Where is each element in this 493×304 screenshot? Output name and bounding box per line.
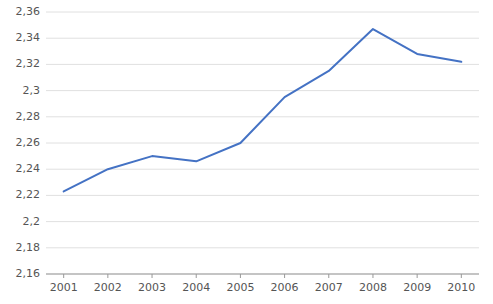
y-tick-label: 2,2 <box>23 215 41 228</box>
x-tick <box>417 274 418 278</box>
series <box>64 29 462 191</box>
y-grid <box>46 12 479 274</box>
x-tick <box>63 274 64 278</box>
line <box>64 29 462 191</box>
grid-line <box>46 247 479 248</box>
y-tick-label: 2,18 <box>16 241 41 254</box>
x-tick <box>372 274 373 278</box>
y-tick-label: 2,22 <box>16 188 41 201</box>
grid-line <box>46 90 479 91</box>
x-tick <box>284 274 285 278</box>
grid-line <box>46 116 479 117</box>
x-tick-label: 2008 <box>359 281 387 294</box>
x-tick-label: 2003 <box>138 281 166 294</box>
grid-line <box>46 143 479 144</box>
x-tick-label: 2004 <box>182 281 210 294</box>
y-tick-label: 2,28 <box>16 110 41 123</box>
y-tick-label: 2,16 <box>16 267 41 280</box>
grid-line <box>46 64 479 65</box>
grid-line <box>46 274 479 275</box>
x-tick-label: 2001 <box>50 281 78 294</box>
y-tick-label: 2,3 <box>23 84 41 97</box>
y-tick-label: 2,34 <box>16 31 41 44</box>
x-tick-label: 2010 <box>447 281 475 294</box>
y-tick-label: 2,32 <box>16 57 41 70</box>
x-tick <box>107 274 108 278</box>
x-tick-label: 2007 <box>315 281 343 294</box>
x-tick-label: 2009 <box>403 281 431 294</box>
x-tick <box>461 274 462 278</box>
x-tick <box>328 274 329 278</box>
y-axis: 2,16 2,18 2,2 2,22 2,24 2,26 2,28 2,3 2,32 2,34 2,… <box>16 5 41 280</box>
y-tick-label: 2,26 <box>16 136 41 149</box>
x-tick-label: 2005 <box>226 281 254 294</box>
x-tick-label: 2006 <box>271 281 299 294</box>
grid-line <box>46 12 479 13</box>
x-tick <box>152 274 153 278</box>
x-tick <box>196 274 197 278</box>
y-tick-label: 2,36 <box>16 5 41 18</box>
y-tick-label: 2,24 <box>16 162 41 175</box>
grid-line <box>46 38 479 39</box>
x-tick <box>240 274 241 278</box>
grid-line <box>46 221 479 222</box>
chart: 2,16 2,18 2,2 2,22 2,24 2,26 2,28 2,3 2,32 2,34 2,… <box>0 0 493 304</box>
x-axis: 2001 2002 2003 2004 2005 2006 2007 2008 2009 2010 <box>46 274 479 294</box>
x-axis-line <box>46 274 479 275</box>
grid-line <box>46 195 479 196</box>
x-tick-label: 2002 <box>94 281 122 294</box>
